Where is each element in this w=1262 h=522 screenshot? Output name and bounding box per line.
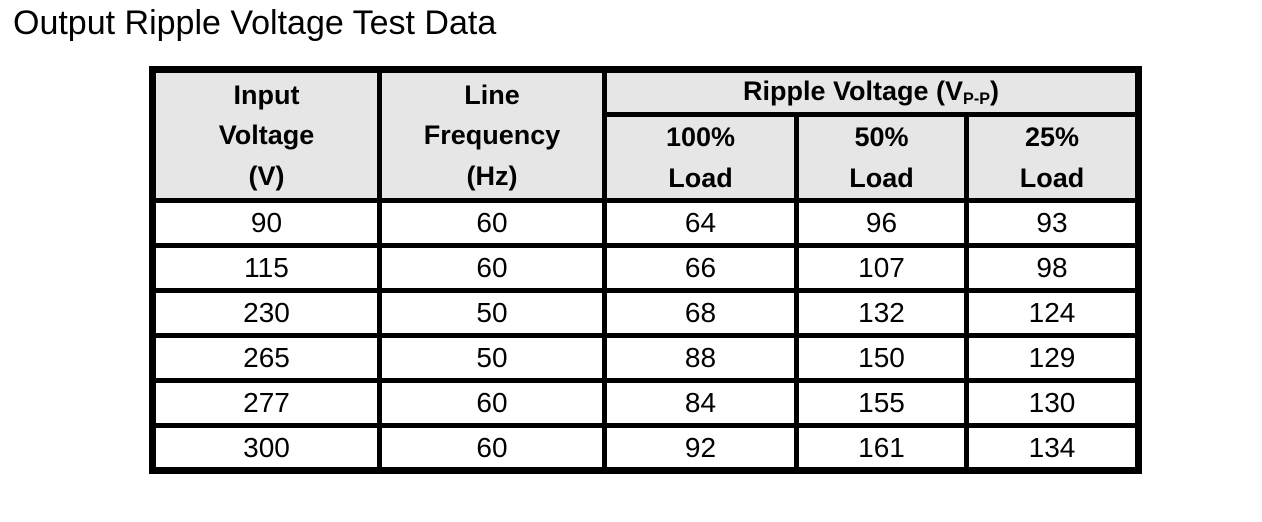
cell-ripple-25-load: 98 bbox=[964, 243, 1141, 293]
ripple-voltage-label-suffix: ) bbox=[990, 76, 1000, 107]
header-load-50: 50% Load bbox=[794, 112, 969, 203]
cell-line-frequency: 60 bbox=[377, 243, 607, 293]
cell-ripple-25-load: 134 bbox=[964, 423, 1141, 473]
table-header-row-loads: 100% Load 50% Load 25% Load bbox=[153, 112, 1141, 203]
page-title: Output Ripple Voltage Test Data bbox=[13, 4, 497, 42]
cell-ripple-50-load: 161 bbox=[794, 423, 969, 473]
cell-ripple-50-load: 150 bbox=[794, 333, 969, 383]
cell-line-frequency: 50 bbox=[377, 333, 607, 383]
table-row: 277 60 84 155 130 bbox=[150, 378, 1141, 428]
cell-ripple-25-load: 124 bbox=[964, 288, 1141, 338]
cell-ripple-100-load: 68 bbox=[602, 288, 799, 338]
header-load-25: 25% Load bbox=[964, 112, 1141, 203]
cell-ripple-25-load: 93 bbox=[964, 198, 1141, 248]
cell-ripple-25-load: 129 bbox=[964, 333, 1141, 383]
header-ripple-voltage-group: Ripple Voltage (VP-P) bbox=[602, 67, 1141, 117]
table-row: 90 60 64 96 93 bbox=[150, 198, 1141, 248]
cell-ripple-50-load: 96 bbox=[794, 198, 969, 248]
cell-ripple-100-load: 64 bbox=[602, 198, 799, 248]
cell-input-voltage: 300 bbox=[150, 423, 382, 473]
table-header-row-group: Input Voltage (V) Line Frequency (Hz) Ri… bbox=[150, 67, 1141, 203]
ripple-voltage-label-prefix: Ripple Voltage (V bbox=[742, 76, 964, 107]
header-line-frequency: Line Frequency (Hz) bbox=[377, 67, 607, 203]
cell-ripple-25-load: 130 bbox=[964, 378, 1141, 428]
cell-input-voltage: 230 bbox=[150, 288, 382, 338]
cell-line-frequency: 60 bbox=[377, 423, 607, 473]
ripple-voltage-label-subscript: P-P bbox=[963, 90, 991, 109]
table-row: 300 60 92 161 134 bbox=[150, 423, 1141, 473]
cell-input-voltage: 265 bbox=[150, 333, 382, 383]
table-row: 230 50 68 132 124 bbox=[150, 288, 1141, 338]
table-row: 265 50 88 150 129 bbox=[150, 333, 1141, 383]
cell-line-frequency: 50 bbox=[377, 288, 607, 338]
cell-ripple-50-load: 132 bbox=[794, 288, 969, 338]
cell-input-voltage: 277 bbox=[150, 378, 382, 428]
header-load-100: 100% Load bbox=[602, 112, 799, 203]
cell-line-frequency: 60 bbox=[377, 198, 607, 248]
table-row: 115 60 66 107 98 bbox=[150, 243, 1141, 293]
cell-input-voltage: 115 bbox=[150, 243, 382, 293]
cell-ripple-100-load: 92 bbox=[602, 423, 799, 473]
cell-input-voltage: 90 bbox=[150, 198, 382, 248]
ripple-voltage-test-table: Input Voltage (V) Line Frequency (Hz) Ri… bbox=[149, 66, 1142, 474]
header-input-voltage: Input Voltage (V) bbox=[150, 67, 382, 203]
cell-line-frequency: 60 bbox=[377, 378, 607, 428]
cell-ripple-50-load: 107 bbox=[794, 243, 969, 293]
cell-ripple-50-load: 155 bbox=[794, 378, 969, 428]
cell-ripple-100-load: 66 bbox=[602, 243, 799, 293]
cell-ripple-100-load: 84 bbox=[602, 378, 799, 428]
cell-ripple-100-load: 88 bbox=[602, 333, 799, 383]
